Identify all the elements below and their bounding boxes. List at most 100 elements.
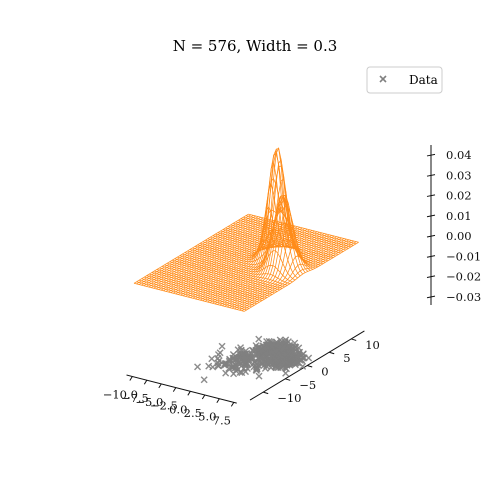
surface-line (229, 214, 345, 308)
surface-line (195, 225, 310, 300)
x-tick-mark (143, 379, 148, 385)
surface-line (230, 224, 341, 254)
surface-line (138, 215, 254, 285)
surface-line (209, 158, 325, 303)
y-tick-label: −5 (299, 378, 316, 392)
surface-line (141, 278, 252, 308)
scatter-point (235, 353, 243, 361)
surface-line (224, 195, 340, 307)
scatter-point (269, 353, 277, 361)
y-tick-mark (263, 391, 269, 395)
scatter-point (237, 344, 245, 352)
surface-line (166, 262, 278, 292)
y-tick-label: 10 (365, 338, 380, 352)
surface-line (174, 258, 285, 288)
x-tick-mark (230, 402, 235, 407)
x-tick-label: 5.0 (198, 410, 216, 424)
scatter-point (214, 362, 222, 370)
surface-line (192, 228, 308, 299)
surface-line (154, 270, 265, 300)
scatter-point (280, 354, 288, 362)
z-tick-mark (426, 275, 436, 278)
surface-line (144, 276, 255, 306)
surface-line (238, 219, 349, 249)
scatter-point (230, 370, 238, 378)
x-tick-mark (129, 376, 133, 381)
surface-line (236, 240, 352, 310)
surface-line (219, 200, 335, 306)
scatter-point (252, 367, 260, 375)
scatter-point (291, 355, 299, 363)
surface-line (172, 259, 283, 289)
surface-line (155, 219, 271, 290)
x-tick-mark (201, 394, 206, 400)
z-tick-mark (426, 214, 436, 218)
x-tick-mark (172, 387, 177, 392)
z-tick-label: 0.02 (446, 189, 472, 203)
surface-line (143, 216, 259, 287)
surface-line (160, 220, 276, 291)
surface-line (217, 210, 332, 305)
surface-line (234, 239, 349, 310)
x-tick-label: −7.5 (121, 391, 149, 405)
scatter-point (291, 357, 299, 365)
surface-line (141, 215, 256, 286)
surface-line (146, 216, 261, 287)
scatter-point (234, 359, 242, 367)
z-tick-mark (426, 234, 436, 238)
scatter-point (261, 358, 269, 366)
scatter-point (296, 348, 304, 356)
surface-line (163, 221, 278, 292)
surface-line (207, 146, 323, 303)
scatter-point (273, 361, 281, 369)
surface-line (243, 216, 354, 246)
scatter-point (194, 363, 202, 371)
scatter-point (218, 342, 226, 350)
z-tick-label: 0.03 (446, 168, 472, 182)
scatter-point (222, 369, 230, 377)
scatter-series-front (194, 342, 307, 384)
y-tick-mark (329, 351, 335, 355)
scatter-point (208, 355, 216, 363)
scatter-series-back (252, 335, 313, 365)
surface-line (156, 269, 268, 298)
legend-label: Data (409, 73, 438, 87)
scatter-point (221, 360, 229, 368)
surface-line (182, 226, 298, 297)
surface-line (150, 218, 266, 288)
surface-line (169, 261, 280, 291)
scatter-point (236, 353, 244, 361)
surface-line (177, 225, 293, 295)
surface-line (202, 161, 318, 302)
surface-line (221, 195, 337, 307)
surface-line (180, 225, 296, 296)
z-tick-mark (426, 194, 436, 197)
surface-line (204, 148, 320, 302)
surface-line (158, 220, 274, 290)
legend-marker-x (379, 75, 387, 83)
x-tick-label: 2.5 (184, 406, 202, 420)
surface-wireframe (133, 146, 359, 312)
scatter-point (255, 355, 263, 363)
scatter-point (243, 355, 251, 363)
surface-line (165, 221, 281, 292)
x-tick-mark (187, 391, 191, 396)
surface-line (248, 213, 359, 243)
scatter-point (223, 360, 231, 368)
surface-line (153, 218, 269, 289)
scatter-point (242, 362, 250, 370)
scatter-point (242, 347, 250, 355)
surface-line (151, 272, 263, 302)
x-tick-label: −5.0 (135, 395, 163, 409)
z-tick-label: −0.02 (446, 270, 481, 284)
surface-line (225, 227, 336, 257)
surface-line (177, 256, 288, 286)
surface-line (136, 281, 247, 311)
surface-line (179, 255, 291, 284)
x-tick-label: 7.5 (213, 413, 231, 427)
z-tick-mark (426, 174, 436, 177)
z-tick-mark (426, 153, 436, 157)
surface-line (240, 218, 352, 248)
scatter-point (254, 349, 262, 357)
